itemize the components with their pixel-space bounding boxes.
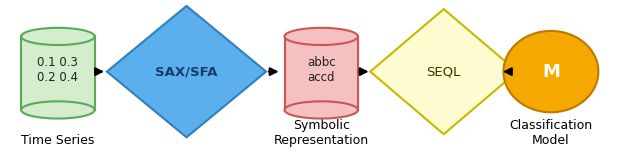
- Text: SAX/SFA: SAX/SFA: [155, 65, 218, 78]
- Ellipse shape: [284, 101, 358, 119]
- Ellipse shape: [21, 28, 95, 45]
- Text: Symbolic
Representation: Symbolic Representation: [274, 119, 369, 147]
- Polygon shape: [370, 9, 517, 134]
- Ellipse shape: [21, 101, 95, 119]
- Text: 0.1 0.3
0.2 0.4: 0.1 0.3 0.2 0.4: [38, 56, 78, 84]
- Ellipse shape: [504, 31, 598, 112]
- FancyBboxPatch shape: [21, 36, 95, 110]
- Text: Classification
Model: Classification Model: [509, 119, 593, 147]
- Text: Time Series: Time Series: [21, 134, 95, 147]
- Text: M: M: [542, 63, 560, 81]
- FancyBboxPatch shape: [284, 36, 358, 110]
- Text: abbc
accd: abbc accd: [307, 56, 336, 84]
- Polygon shape: [107, 6, 266, 137]
- Ellipse shape: [284, 28, 358, 45]
- Text: SEQL: SEQL: [426, 65, 461, 78]
